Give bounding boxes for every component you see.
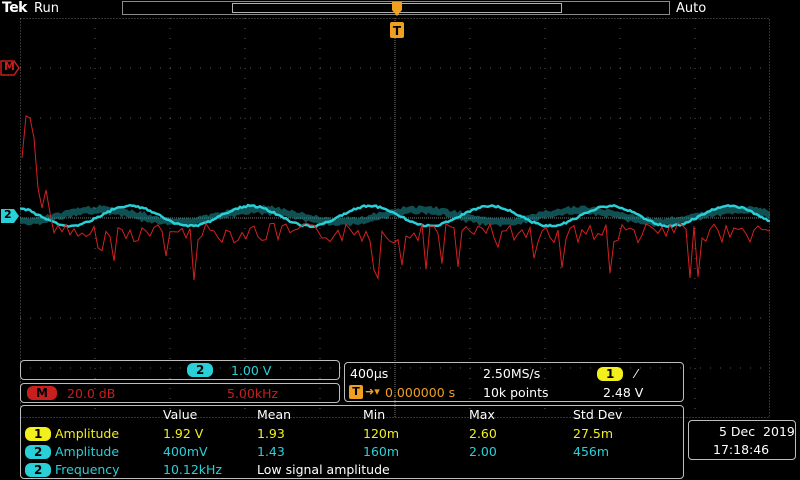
ch2-badge: 2 — [187, 363, 213, 377]
meas-header-value: Value — [163, 407, 197, 422]
date-display: 5 Dec 2019 — [719, 424, 795, 439]
meas-row2-stddev: 456m — [573, 444, 609, 459]
trigger-marker-label: T — [393, 24, 402, 38]
trigger-source-badge: 1 — [597, 367, 623, 381]
meas-row2-value: 400mV — [163, 444, 208, 459]
math-ref-label: M — [4, 60, 15, 73]
measurements-panel[interactable]: Value Mean Min Max Std Dev 1 Amplitude 1… — [20, 405, 684, 479]
meas-row3-note: Low signal amplitude — [257, 462, 390, 477]
acquisition-status[interactable]: Run — [34, 1, 59, 16]
record-length: 10k points — [483, 385, 549, 400]
sample-rate: 2.50MS/s — [483, 366, 540, 381]
arrow-down-icon: ➜▾ — [365, 385, 380, 398]
ch2-ref-label: 2 — [4, 208, 12, 221]
timebase-trigger-panel[interactable]: 400µs 2.50MS/s 1 ⁄ T ➜▾ 0.000000 s 10k p… — [344, 362, 684, 402]
meas-row3-value: 10.12kHz — [163, 462, 222, 477]
math-freq: 5.00kHz — [227, 386, 278, 401]
trigger-position-icon: T — [349, 385, 363, 399]
meas-header-mean: Mean — [257, 407, 291, 422]
horizontal-position: 0.000000 s — [385, 385, 455, 400]
math-db-div: 20.0 dB — [67, 386, 115, 401]
math-scale-panel[interactable]: M 20.0 dB 5.00kHz — [20, 383, 340, 403]
meas-row2-min: 160m — [363, 444, 399, 459]
ch2-volts-div: 1.00 V — [231, 363, 271, 378]
time-per-div: 400µs — [350, 366, 388, 381]
datetime-panel[interactable]: 5 Dec 2019 17:18:46 — [688, 420, 796, 460]
meas-header-min: Min — [363, 407, 385, 422]
math-ref-marker[interactable]: M — [0, 60, 20, 76]
meas-row1-value: 1.92 V — [163, 426, 203, 441]
math-badge: M — [27, 386, 57, 400]
trigger-position-marker[interactable]: T — [388, 0, 406, 40]
meas-row1-ch-badge: 1 — [25, 427, 51, 441]
meas-row1-stddev: 27.5m — [573, 426, 613, 441]
trigger-mode[interactable]: Auto — [676, 1, 706, 16]
ch2-ref-marker[interactable]: 2 — [0, 208, 20, 224]
trigger-slope-icon: ⁄ — [635, 366, 637, 381]
meas-header-max: Max — [469, 407, 495, 422]
meas-row2-mean: 1.43 — [257, 444, 285, 459]
ch2-scale-panel[interactable]: 2 1.00 V — [20, 360, 340, 380]
trigger-level: 2.48 V — [603, 385, 643, 400]
meas-row1-max: 2.60 — [469, 426, 497, 441]
grid-lines — [20, 18, 770, 418]
time-display: 17:18:46 — [713, 442, 769, 457]
meas-header-stddev: Std Dev — [573, 407, 622, 422]
meas-row1-name: Amplitude — [55, 426, 119, 441]
meas-row2-max: 2.00 — [469, 444, 497, 459]
meas-row1-mean: 1.93 — [257, 426, 285, 441]
tek-logo: Tek — [2, 0, 27, 16]
meas-row3-ch-badge: 2 — [25, 463, 51, 477]
meas-row1-min: 120m — [363, 426, 399, 441]
ch2-envelope-trace — [20, 209, 770, 224]
meas-row2-name: Amplitude — [55, 444, 119, 459]
math-waveform-trace — [22, 116, 770, 280]
waveform-graticule[interactable] — [20, 18, 770, 418]
meas-row3-name: Frequency — [55, 462, 120, 477]
meas-row2-ch-badge: 2 — [25, 445, 51, 459]
